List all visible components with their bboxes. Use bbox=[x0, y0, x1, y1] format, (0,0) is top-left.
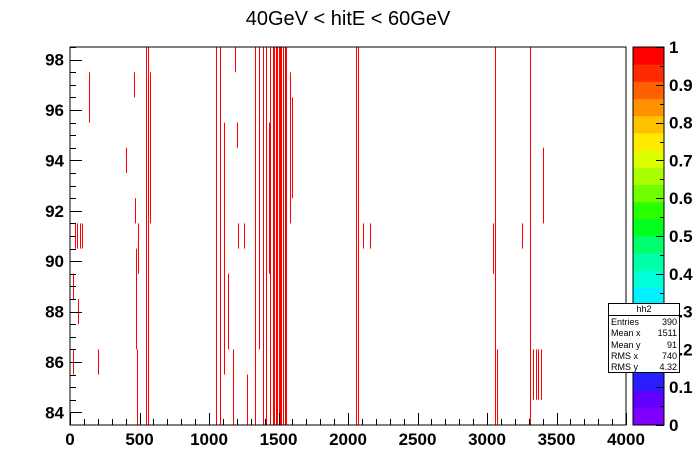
y-tick-label: 88 bbox=[45, 303, 64, 322]
data-marks bbox=[73, 47, 544, 425]
color-scale-band bbox=[633, 167, 664, 185]
y-tick-label: 84 bbox=[45, 403, 64, 422]
z-tick-label: 0.4 bbox=[669, 265, 693, 284]
x-tick-label: 500 bbox=[125, 430, 153, 449]
color-scale-band bbox=[633, 270, 664, 289]
x-tick-label: 2000 bbox=[329, 430, 367, 449]
y-tick-label: 96 bbox=[45, 101, 64, 120]
z-tick-label: 0.5 bbox=[669, 227, 693, 246]
y-tick-label: 92 bbox=[45, 202, 64, 221]
color-scale-band bbox=[633, 132, 664, 151]
color-scale-band bbox=[633, 64, 664, 82]
z-tick-label: 1 bbox=[669, 38, 678, 57]
color-scale-band bbox=[633, 115, 664, 134]
stats-row-mean-x: Mean x 1511 bbox=[611, 328, 677, 339]
stats-row-mean-y: Mean y 91 bbox=[611, 339, 677, 350]
x-tick-label: 4000 bbox=[607, 430, 645, 449]
color-scale-band bbox=[633, 201, 664, 220]
z-tick-label: 0.1 bbox=[669, 378, 693, 397]
x-tick-label: 2500 bbox=[399, 430, 437, 449]
color-scale-band bbox=[633, 287, 664, 306]
z-tick-label: 0.9 bbox=[669, 76, 693, 95]
x-tick-label: 1500 bbox=[260, 430, 298, 449]
color-scale-band bbox=[633, 184, 664, 203]
color-scale-band bbox=[633, 47, 664, 65]
y-tick-label: 94 bbox=[45, 151, 64, 170]
y-tick-label: 86 bbox=[45, 353, 64, 372]
y-tick-label: 98 bbox=[45, 51, 64, 70]
color-scale-band bbox=[633, 253, 664, 271]
stats-row-entries: Entries 390 bbox=[611, 317, 677, 328]
color-scale-band bbox=[633, 81, 664, 100]
z-tick-label: 0.7 bbox=[669, 151, 693, 170]
color-scale-band bbox=[633, 150, 664, 168]
color-scale-band bbox=[633, 98, 664, 117]
x-tick-label: 0 bbox=[65, 430, 74, 449]
stats-box: hh2 Entries 390 Mean x 1511 Mean y 91 RMS x… bbox=[608, 303, 680, 373]
color-scale-band bbox=[633, 407, 664, 426]
stats-row-rms-y: RMS y 4.32 bbox=[611, 362, 677, 373]
x-axis: 0 500 1000 1500 2000 2500 3000 3500 4000 bbox=[65, 413, 645, 449]
color-scale-band bbox=[633, 236, 664, 254]
stats-row-rms-x: RMS x 740 bbox=[611, 350, 677, 361]
color-scale: 00.10.20.30.40.50.60.70.80.91 bbox=[632, 38, 693, 435]
stats-title: hh2 bbox=[609, 304, 679, 317]
plot-frame bbox=[69, 46, 627, 426]
y-tick-label: 90 bbox=[45, 252, 64, 271]
x-tick-label: 1000 bbox=[190, 430, 228, 449]
z-tick-label: 0.8 bbox=[669, 114, 693, 133]
color-scale-band bbox=[633, 390, 664, 409]
x-tick-label: 3500 bbox=[538, 430, 576, 449]
chart-title: 40GeV < hitE < 60GeV bbox=[245, 8, 451, 30]
color-scale-band bbox=[633, 373, 664, 392]
z-tick-label: 0.6 bbox=[669, 189, 693, 208]
color-scale-band bbox=[633, 218, 664, 237]
z-tick-label: 0 bbox=[669, 416, 678, 435]
x-tick-label: 3000 bbox=[468, 430, 506, 449]
y-axis: 84 86 88 90 92 94 96 98 bbox=[45, 47, 82, 422]
